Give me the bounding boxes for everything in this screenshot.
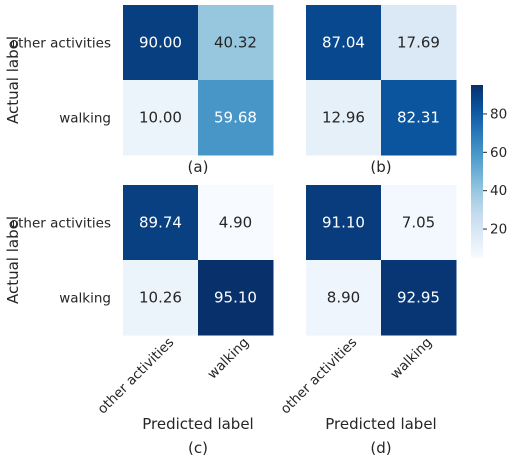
cell-value-label: 12.96 (322, 109, 365, 127)
cell-value-label: 95.10 (214, 289, 257, 307)
cell-value-label: 10.26 (139, 289, 182, 307)
heatmap-cell (306, 5, 382, 81)
heatmap-cell (381, 185, 457, 261)
colorbar (471, 85, 483, 258)
colorbar-tick-label: 40 (490, 183, 507, 199)
col-tick-label: walking (204, 335, 252, 383)
cell-value-label: 40.32 (214, 34, 257, 52)
cell-value-label: 89.74 (139, 214, 182, 232)
heatmap-cell (198, 260, 274, 336)
col-tick-label: other activities (95, 335, 178, 418)
heatmap-cell (123, 80, 199, 156)
heatmap-cell (123, 185, 199, 261)
colorbar-tick-label: 60 (490, 145, 507, 161)
row-tick-label: walking (59, 291, 111, 307)
panel-caption: (a) (188, 158, 209, 176)
col-tick-label: walking (387, 335, 435, 383)
heatmap-cell (381, 80, 457, 156)
cell-value-label: 87.04 (322, 34, 365, 52)
y-axis-label: Actual label (4, 216, 22, 304)
heatmap-cell (198, 80, 274, 156)
heatmap-cell (306, 260, 382, 336)
row-tick-label: other activities (10, 216, 111, 232)
cell-value-label: 4.90 (219, 214, 252, 232)
heatmap-cell (381, 5, 457, 81)
colorbar-tick-label: 20 (490, 222, 507, 238)
matrix-panel-d: 91.10 7.05 8.90 92.95 (d) other activities wal… (278, 185, 457, 457)
cell-value-label: 59.68 (214, 109, 257, 127)
cell-value-label: 91.10 (322, 214, 365, 232)
cell-value-label: 10.00 (139, 109, 182, 127)
cell-value-label: 7.05 (402, 214, 435, 232)
heatmap-cell (123, 260, 199, 336)
panel-caption: (d) (370, 439, 391, 457)
heatmap-cell (198, 5, 274, 81)
cell-value-label: 82.31 (397, 109, 440, 127)
matrix-panel-b: 87.04 17.69 12.96 82.31 (b) (306, 5, 457, 176)
col-tick-label: other activities (278, 335, 361, 418)
heatmap-cell (306, 80, 382, 156)
matrix-panel-a: 90.00 40.32 10.00 59.68 (a) other activities w… (4, 5, 274, 176)
panel-caption: (b) (370, 158, 391, 176)
heatmap-cell (198, 185, 274, 261)
panel-caption: (c) (188, 439, 208, 457)
y-axis-label: Actual label (4, 36, 22, 124)
x-axis-label: Predicted label (325, 415, 436, 433)
cell-value-label: 8.90 (327, 289, 360, 307)
x-axis-label: Predicted label (142, 415, 253, 433)
cell-value-label: 92.95 (397, 289, 440, 307)
cell-value-label: 17.69 (397, 34, 440, 52)
matrix-panel-c: 89.74 4.90 10.26 95.10 (c) other activities wa… (4, 185, 274, 457)
heatmap-cell (123, 5, 199, 81)
heatmap-cell (306, 185, 382, 261)
colorbar-tick-label: 80 (490, 106, 507, 122)
cell-value-label: 90.00 (139, 34, 182, 52)
heatmap-cell (381, 260, 457, 336)
row-tick-label: walking (59, 111, 111, 127)
row-tick-label: other activities (10, 36, 111, 52)
